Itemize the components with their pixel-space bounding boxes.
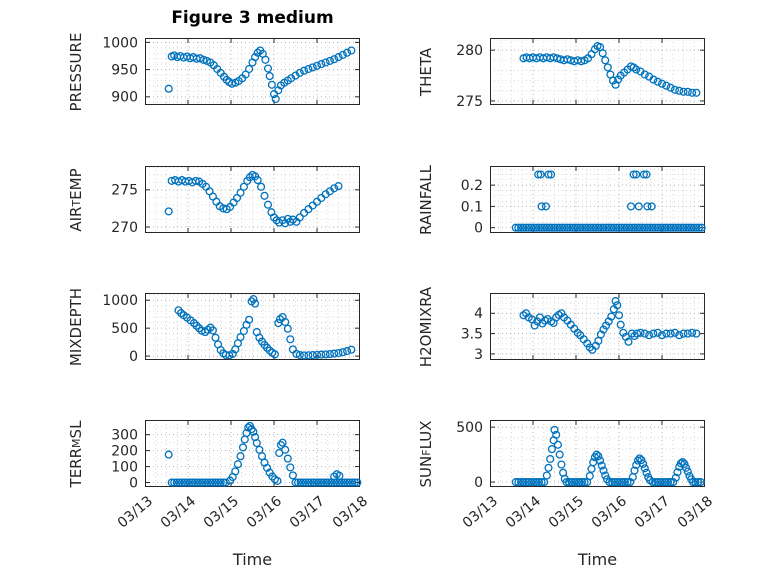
svg-text:03/17: 03/17 xyxy=(287,493,328,531)
svg-text:03/17: 03/17 xyxy=(632,493,673,531)
data-points xyxy=(164,421,362,487)
axis-box xyxy=(145,293,360,360)
y-tick-labels: 0 500 xyxy=(456,420,483,491)
tick-marks xyxy=(490,294,705,359)
y-tick-labels: 270 275 xyxy=(111,183,138,236)
svg-text:0.2: 0.2 xyxy=(461,178,483,194)
svg-text:275: 275 xyxy=(111,183,138,199)
subplot-sun_flux-ylabel: SUN F LUX xyxy=(417,420,435,487)
svg-text:500: 500 xyxy=(111,321,138,337)
svg-text:200: 200 xyxy=(111,444,138,460)
svg-text:03/18: 03/18 xyxy=(675,493,716,531)
subplot-rainfall-plot: 0 0.1 0.2 xyxy=(461,166,706,237)
tick-marks xyxy=(145,167,360,232)
subplot-theta-plot: 275 280 xyxy=(456,38,705,110)
x-tick-labels: 03/13 03/14 03/15 03/16 03/17 03/18 xyxy=(115,493,371,531)
svg-text:03/15: 03/15 xyxy=(546,493,587,531)
svg-text:300: 300 xyxy=(111,428,138,444)
subplot-mixdepth-plot: 0 500 1000 xyxy=(102,293,360,365)
grid xyxy=(145,420,360,487)
y-tick-labels: 0 500 1000 xyxy=(102,293,138,365)
tick-marks xyxy=(145,39,360,104)
data-points xyxy=(164,46,356,104)
axis-box xyxy=(145,166,360,233)
time-label-left: Time xyxy=(232,550,273,569)
svg-text:500: 500 xyxy=(456,420,483,436)
data-points xyxy=(511,170,706,232)
y-tick-labels: 900 950 1000 xyxy=(102,35,138,105)
svg-text:950: 950 xyxy=(111,62,138,78)
subplot-terr_msl-ylabel: TERR M SL xyxy=(67,420,85,487)
grid xyxy=(145,38,360,105)
svg-text:03/14: 03/14 xyxy=(503,493,544,531)
x-tick-labels: 03/13 03/14 03/15 03/16 03/17 03/18 xyxy=(460,493,716,531)
subplot-sun_flux-plot: 0 500 03/13 03/14 03/15 03/16 03/17 03/18 xyxy=(456,420,716,531)
svg-text:03/16: 03/16 xyxy=(244,493,285,531)
data-points xyxy=(519,42,701,97)
tick-marks xyxy=(490,39,705,104)
y-tick-labels: 0 0.1 0.2 xyxy=(461,178,483,237)
subplot-pressure-plot: 900 950 1000 xyxy=(102,35,360,106)
svg-text:03/13: 03/13 xyxy=(460,493,501,531)
data-points xyxy=(174,295,356,360)
grid xyxy=(490,293,705,360)
subplot-h2omixra-plot: 33.54 xyxy=(461,293,705,363)
svg-text:0: 0 xyxy=(474,475,483,491)
svg-text:100: 100 xyxy=(111,459,138,475)
svg-text:900: 900 xyxy=(111,90,138,106)
svg-text:03/18: 03/18 xyxy=(330,493,371,531)
svg-text:03/13: 03/13 xyxy=(115,493,156,531)
svg-text:1000: 1000 xyxy=(102,293,138,309)
svg-text:03/15: 03/15 xyxy=(201,493,242,531)
data-points xyxy=(511,425,705,487)
svg-text:0: 0 xyxy=(129,475,138,491)
svg-text:4: 4 xyxy=(474,306,483,322)
figure-title: Figure 3 medium xyxy=(171,8,334,28)
axis-box xyxy=(145,38,360,105)
svg-text:03/16: 03/16 xyxy=(589,493,630,531)
svg-text:03/14: 03/14 xyxy=(158,493,199,531)
svg-text:3.5: 3.5 xyxy=(461,327,483,343)
axis-box xyxy=(490,420,705,487)
axis-box xyxy=(490,38,705,105)
svg-text:0.1: 0.1 xyxy=(461,199,483,215)
subplot-air_temp-plot: 270 275 xyxy=(111,166,360,236)
svg-text:280: 280 xyxy=(456,43,483,59)
svg-text:270: 270 xyxy=(111,220,138,236)
svg-text:0: 0 xyxy=(474,221,483,237)
grid xyxy=(145,293,360,360)
svg-text:1000: 1000 xyxy=(102,35,138,51)
axis-box xyxy=(145,420,360,487)
y-tick-labels: 275 280 xyxy=(456,43,483,110)
svg-text:0: 0 xyxy=(129,349,138,365)
axis-box xyxy=(490,166,705,233)
svg-text:3: 3 xyxy=(474,347,483,363)
data-points xyxy=(164,170,343,228)
y-tick-labels: 33.54 xyxy=(461,306,483,363)
data-points xyxy=(519,297,701,354)
grid xyxy=(490,166,705,233)
svg-text:275: 275 xyxy=(456,94,483,110)
time-label-right: Time xyxy=(577,550,618,569)
axis-box xyxy=(490,293,705,360)
